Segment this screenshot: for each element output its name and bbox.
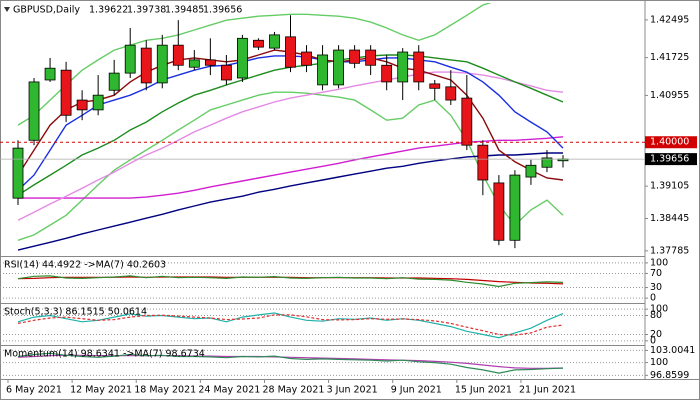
chart-title: GBPUSD,Daily: [13, 5, 80, 16]
candle-body: [413, 51, 425, 83]
menu-icon: [4, 7, 10, 12]
quote-close: 1.39656: [203, 5, 242, 16]
indicator-line: [17, 352, 564, 374]
y-tick-label: 1.38445: [650, 213, 689, 224]
candle-body: [188, 59, 200, 68]
candle-body: [509, 174, 521, 241]
candle-body: [44, 67, 56, 81]
candle-body: [333, 49, 344, 86]
candle-body: [124, 44, 136, 74]
candle-body: [253, 39, 264, 48]
pane-title: Momentum(14) 98.6341 ->MA(7) 98.6734: [4, 349, 205, 360]
candle-body: [28, 81, 40, 141]
candle-body: [429, 83, 441, 89]
level-label: 1.40000: [650, 137, 689, 148]
y-tick-label: 70: [650, 268, 662, 279]
indicator-line: [17, 3, 492, 126]
candle-body: [349, 49, 361, 64]
x-tick-label: 6 May 2021: [6, 385, 62, 396]
x-tick-label: 12 May 2021: [70, 385, 132, 396]
candle-body: [477, 144, 489, 181]
y-tick-label: 1.40955: [650, 90, 689, 101]
indicator-line: [17, 152, 563, 251]
candle-body: [76, 99, 88, 111]
candle-body: [397, 51, 409, 83]
candle-body: [12, 147, 24, 199]
x-tick-label: 15 Jun 2021: [455, 385, 512, 396]
indicator-line: [17, 275, 564, 288]
last-price-label: 1.39656: [650, 154, 689, 165]
pane-title: RSI(14) 44.4922 ->MA(7) 40.2603: [4, 260, 166, 271]
quote-high: 1.39738: [127, 5, 166, 16]
pane: [0, 349, 645, 376]
candle-body: [220, 64, 232, 81]
x-tick-label: 28 May 2021: [262, 385, 324, 396]
candle-body: [301, 51, 312, 66]
candle-body: [108, 72, 120, 91]
y-tick-label: 1.37785: [650, 245, 689, 256]
quote-low: 1.39485: [165, 5, 204, 16]
quote-open: 1.39622: [89, 5, 128, 16]
y-tick-label: 80: [650, 310, 662, 321]
x-tick-label: 24 May 2021: [198, 385, 260, 396]
candle-body: [365, 49, 377, 66]
indicator-line: [17, 312, 564, 339]
y-tick-label: 1.41725: [650, 52, 689, 63]
y-tick-label: 103.0041: [650, 345, 695, 356]
candle-body: [172, 44, 184, 66]
candle-body: [541, 157, 553, 168]
candle-body: [381, 64, 393, 83]
candle-body: [317, 54, 328, 86]
candle-body: [237, 37, 248, 79]
candle-body: [461, 97, 473, 146]
y-tick-label: 100: [650, 304, 668, 315]
y-tick-label: 100: [650, 357, 668, 368]
y-tick-label: 1.39105: [650, 181, 689, 192]
y-tick-label: 0: [650, 293, 656, 304]
last-price-box: [645, 153, 697, 166]
pane: [0, 262, 645, 299]
candle-body: [493, 182, 505, 241]
pane-borders: [0, 0, 700, 380]
y-tick-label: 30: [650, 282, 662, 293]
candle-body: [156, 44, 168, 84]
pane: [0, 308, 645, 342]
candle-body: [92, 94, 104, 111]
candle-body: [285, 36, 296, 68]
y-tick-label: 20: [650, 329, 662, 340]
candle-body: [269, 34, 280, 49]
y-tick-label: 100: [650, 257, 668, 268]
x-tick-label: 3 Jun 2021: [327, 385, 378, 396]
candle-body: [60, 69, 72, 116]
candle-body: [525, 164, 537, 178]
x-tick-label: 18 May 2021: [134, 385, 196, 396]
plot-area: [0, 3, 645, 376]
indicator-line: [17, 354, 564, 369]
level-label-box: [645, 136, 697, 149]
x-tick-label: 9 Jun 2021: [391, 385, 442, 396]
y-tick-label: 0: [650, 335, 656, 346]
indicator-line: [17, 314, 564, 336]
candle-body: [204, 59, 216, 66]
y-tick-label: 1.42495: [650, 14, 689, 25]
candle-body: [445, 86, 457, 101]
candle-body: [140, 47, 152, 84]
pane: [12, 3, 569, 251]
indicator-line: [17, 71, 564, 221]
x-tick-label: 21 Jun 2021: [519, 385, 576, 396]
pane-title: Stoch(5,3,3) 86.1515 50.0614: [4, 307, 147, 318]
y-tick-label: 96.8599: [650, 370, 689, 381]
